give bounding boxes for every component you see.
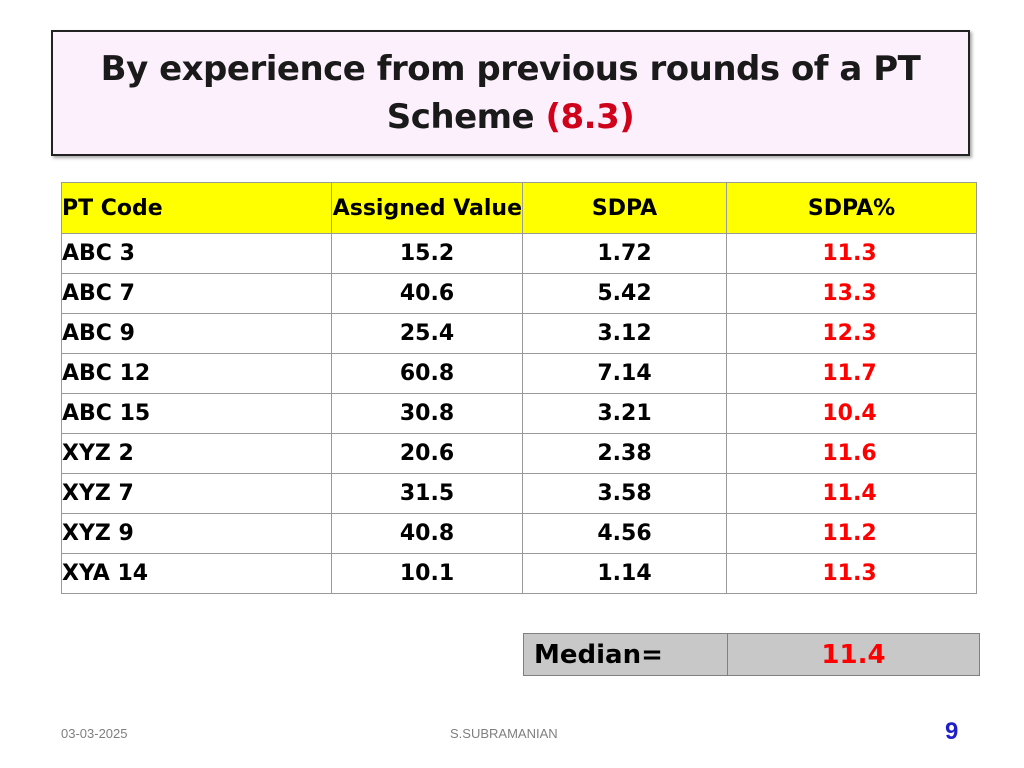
table-row: ABC 12 60.8 7.14 11.7	[61, 353, 977, 394]
sdpa-cell: 4.56	[522, 513, 727, 554]
table-row: ABC 9 25.4 3.12 12.3	[61, 313, 977, 354]
sdpa-cell: 1.72	[522, 233, 727, 274]
sdpa-table: PT Code Assigned Value SDPA SDPA% ABC 3 …	[61, 182, 977, 594]
footer-author: S.SUBRAMANIAN	[450, 726, 558, 741]
assigned-value-cell: 60.8	[331, 353, 523, 394]
header-sdpa-percent: SDPA%	[726, 182, 977, 234]
sdpa-cell: 1.14	[522, 553, 727, 594]
pt-code-cell: ABC 3	[61, 233, 332, 274]
sdpa-cell: 3.58	[522, 473, 727, 514]
slide-title-main: By experience from previous rounds of a …	[100, 49, 921, 137]
pt-code-cell: XYZ 7	[61, 473, 332, 514]
sdpa-cell: 5.42	[522, 273, 727, 314]
footer-date: 03-03-2025	[61, 726, 128, 741]
header-sdpa: SDPA	[522, 182, 727, 234]
pt-code-cell: XYA 14	[61, 553, 332, 594]
median-value: 11.4	[727, 633, 980, 676]
sdpa-cell: 2.38	[522, 433, 727, 474]
table-row: ABC 7 40.6 5.42 13.3	[61, 273, 977, 314]
pt-code-cell: XYZ 9	[61, 513, 332, 554]
assigned-value-cell: 31.5	[331, 473, 523, 514]
sdpa-percent-cell: 11.2	[726, 513, 977, 554]
header-assigned-value: Assigned Value	[331, 182, 523, 234]
median-table: Median= 11.4	[523, 633, 980, 676]
sdpa-percent-cell: 13.3	[726, 273, 977, 314]
median-label: Median=	[523, 633, 728, 676]
sdpa-cell: 7.14	[522, 353, 727, 394]
sdpa-percent-cell: 12.3	[726, 313, 977, 354]
sdpa-percent-cell: 11.4	[726, 473, 977, 514]
table-row: ABC 3 15.2 1.72 11.3	[61, 233, 977, 274]
assigned-value-cell: 20.6	[331, 433, 523, 474]
table-row: XYZ 9 40.8 4.56 11.2	[61, 513, 977, 554]
pt-code-cell: ABC 9	[61, 313, 332, 354]
assigned-value-cell: 40.8	[331, 513, 523, 554]
header-pt-code: PT Code	[61, 182, 332, 234]
sdpa-percent-cell: 11.3	[726, 553, 977, 594]
assigned-value-cell: 10.1	[331, 553, 523, 594]
assigned-value-cell: 25.4	[331, 313, 523, 354]
median-row: Median= 11.4	[523, 633, 980, 676]
assigned-value-cell: 40.6	[331, 273, 523, 314]
table-row: XYZ 7 31.5 3.58 11.4	[61, 473, 977, 514]
table-row: XYZ 2 20.6 2.38 11.6	[61, 433, 977, 474]
pt-code-cell: ABC 7	[61, 273, 332, 314]
sdpa-cell: 3.12	[522, 313, 727, 354]
slide-title: By experience from previous rounds of a …	[101, 45, 921, 141]
sdpa-cell: 3.21	[522, 393, 727, 434]
assigned-value-cell: 30.8	[331, 393, 523, 434]
pt-code-cell: ABC 15	[61, 393, 332, 434]
table-header-row: PT Code Assigned Value SDPA SDPA%	[61, 182, 977, 234]
slide-title-section: (8.3)	[545, 97, 635, 137]
slide-number: 9	[945, 718, 959, 745]
assigned-value-cell: 15.2	[331, 233, 523, 274]
sdpa-percent-cell: 11.7	[726, 353, 977, 394]
title-box: By experience from previous rounds of a …	[51, 30, 970, 156]
table-row: XYA 14 10.1 1.14 11.3	[61, 553, 977, 594]
sdpa-percent-cell: 11.6	[726, 433, 977, 474]
sdpa-percent-cell: 10.4	[726, 393, 977, 434]
sdpa-percent-cell: 11.3	[726, 233, 977, 274]
table-row: ABC 15 30.8 3.21 10.4	[61, 393, 977, 434]
pt-code-cell: XYZ 2	[61, 433, 332, 474]
pt-code-cell: ABC 12	[61, 353, 332, 394]
